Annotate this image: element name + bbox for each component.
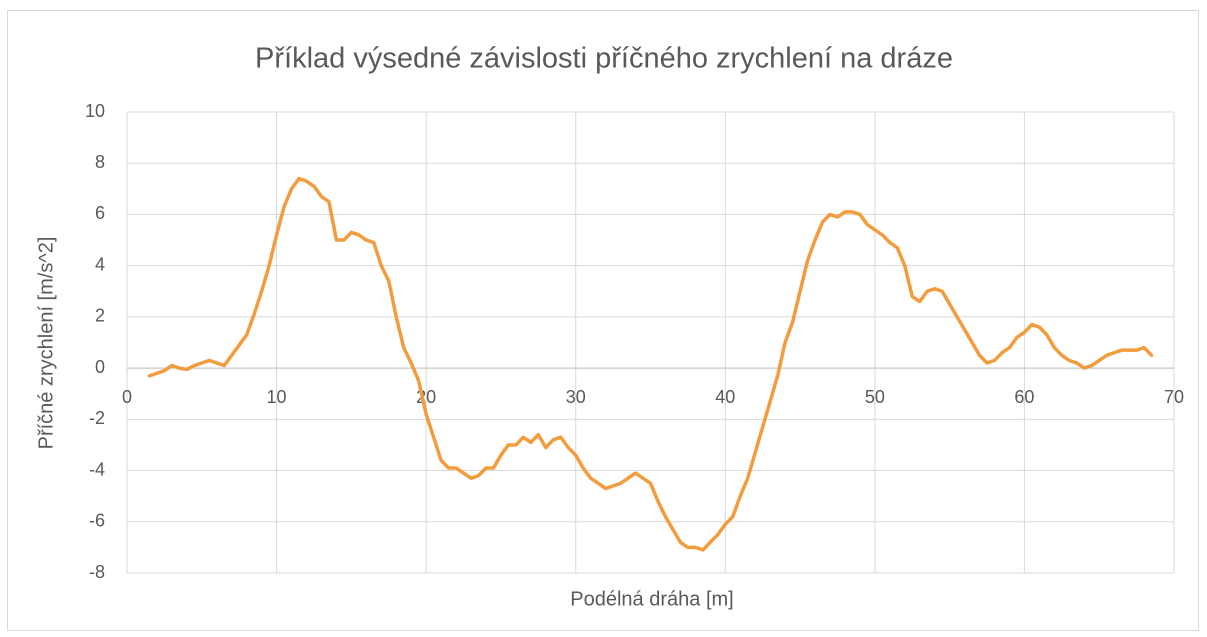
y-tick-label: -8 xyxy=(89,562,105,582)
y-axis-label: Příčné zrychlení [m/s^2] xyxy=(35,237,57,450)
x-tick-label: 0 xyxy=(122,387,132,407)
chart-title: Příklad výsedné závislosti příčného zryc… xyxy=(255,43,953,75)
y-tick-label: 6 xyxy=(95,203,105,223)
x-tick-label: 60 xyxy=(1014,387,1034,407)
x-tick-label: 30 xyxy=(566,387,586,407)
y-tick-label: 8 xyxy=(95,152,105,172)
data-line xyxy=(147,176,1154,552)
y-tick-label: 2 xyxy=(95,306,105,326)
y-tick-label: -2 xyxy=(89,408,105,428)
y-tick-label: 10 xyxy=(85,101,105,121)
x-tick-label: 70 xyxy=(1164,387,1184,407)
chart-border xyxy=(7,10,1199,631)
x-tick-label: 10 xyxy=(267,387,287,407)
y-tick-label: -4 xyxy=(89,459,105,479)
y-tick-label: 0 xyxy=(95,357,105,377)
y-tick-label: 4 xyxy=(95,254,105,274)
x-axis-label: Podélná dráha [m] xyxy=(570,588,733,610)
y-tick-label: -6 xyxy=(89,511,105,531)
x-tick-label: 40 xyxy=(715,387,735,407)
x-tick-label: 50 xyxy=(865,387,885,407)
